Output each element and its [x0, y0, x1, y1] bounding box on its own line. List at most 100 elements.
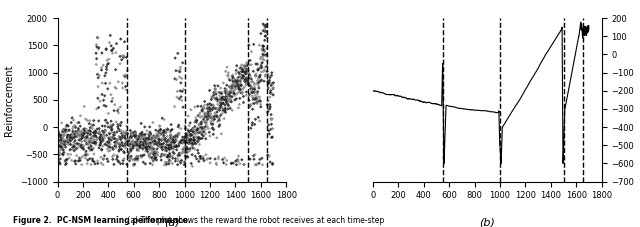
Point — [157, 153, 168, 157]
Point — [225, 78, 235, 82]
Point — [122, 163, 132, 166]
Point — [105, 145, 115, 149]
Point — [242, 67, 252, 71]
Point — [124, 151, 134, 154]
Point — [112, 153, 122, 157]
Point — [188, 128, 198, 131]
Point — [92, 135, 102, 139]
Point — [251, 72, 261, 76]
Point — [98, 144, 108, 148]
Point — [163, 139, 173, 143]
Point — [134, 141, 145, 145]
Point — [140, 138, 150, 142]
Point — [244, 73, 255, 76]
Point — [187, 140, 197, 144]
Point — [176, 138, 186, 142]
Point — [147, 149, 157, 153]
Point — [234, 103, 244, 106]
Point — [96, 155, 106, 159]
Point — [257, 61, 268, 64]
Point — [127, 158, 138, 161]
Point — [207, 122, 218, 126]
Point — [179, 138, 189, 142]
Point — [191, 142, 201, 146]
Point — [216, 102, 226, 105]
Point — [239, 74, 249, 78]
Point — [255, 119, 265, 123]
Point — [196, 126, 206, 129]
Point — [219, 98, 229, 102]
Point — [253, 84, 264, 87]
Point — [65, 138, 76, 142]
Point — [74, 128, 84, 132]
Point — [113, 109, 123, 113]
Point — [83, 131, 93, 135]
Point — [236, 75, 246, 79]
Point — [76, 143, 86, 147]
Point — [184, 130, 195, 133]
Point — [196, 108, 207, 112]
Point — [122, 56, 132, 59]
Point — [155, 143, 165, 147]
Point — [231, 85, 241, 89]
Point — [145, 143, 156, 146]
Point — [106, 93, 116, 96]
Point — [268, 93, 278, 97]
Point — [173, 52, 183, 55]
Point — [224, 77, 234, 81]
Point — [126, 133, 136, 137]
Point — [241, 72, 251, 76]
Point — [56, 139, 67, 142]
Point — [134, 141, 144, 145]
Point — [102, 121, 113, 125]
Point — [248, 97, 259, 100]
Point — [66, 135, 76, 138]
Point — [170, 138, 180, 141]
Point — [253, 77, 264, 80]
Point — [87, 148, 97, 152]
Point — [214, 118, 225, 122]
Point — [157, 142, 167, 146]
Point — [175, 140, 185, 144]
Point — [166, 129, 176, 132]
Point — [78, 133, 88, 137]
Point — [264, 81, 275, 84]
Point — [216, 92, 227, 95]
Point — [100, 124, 110, 128]
Point — [142, 147, 152, 150]
Point — [252, 97, 262, 101]
Point — [227, 84, 237, 88]
Point — [116, 132, 127, 135]
Point — [234, 106, 244, 110]
Point — [196, 131, 207, 135]
Point — [109, 153, 119, 157]
Point — [83, 129, 93, 133]
Point — [119, 157, 129, 160]
Point — [96, 66, 106, 69]
Point — [151, 136, 161, 139]
Point — [60, 159, 70, 163]
Point — [194, 123, 204, 127]
Point — [171, 134, 181, 138]
Point — [195, 155, 205, 158]
Point — [124, 159, 135, 163]
Point — [72, 134, 83, 138]
Point — [248, 42, 259, 46]
Point — [219, 97, 229, 100]
Point — [261, 53, 271, 56]
Point — [172, 139, 182, 143]
Point — [56, 121, 67, 125]
Point — [207, 103, 217, 107]
Point — [257, 55, 268, 59]
Point — [246, 80, 256, 84]
Point — [93, 85, 103, 88]
Point — [107, 128, 117, 131]
Point — [197, 133, 207, 137]
Point — [108, 47, 118, 50]
Point — [245, 59, 255, 62]
Point — [136, 137, 146, 141]
Point — [206, 112, 216, 116]
Point — [123, 140, 133, 143]
Point — [116, 138, 126, 141]
Point — [260, 38, 270, 42]
